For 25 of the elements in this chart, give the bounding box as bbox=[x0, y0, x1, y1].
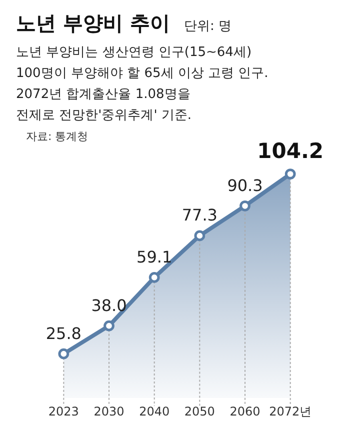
point bbox=[240, 200, 250, 212]
data-label: 25.8 bbox=[46, 324, 82, 343]
point bbox=[148, 272, 160, 283]
point bbox=[194, 230, 206, 242]
point bbox=[284, 168, 296, 180]
text: 2072년 합계출산율 1.08명을 bbox=[16, 87, 190, 102]
x-tick-label: 2060 bbox=[230, 404, 260, 418]
x-tick-label: 2072년 bbox=[269, 404, 312, 418]
data-label: 38.0 bbox=[91, 296, 127, 315]
data-label: 77.3 bbox=[182, 206, 218, 225]
chart-title: 노년 부양비 추이 bbox=[16, 11, 170, 35]
x-tick-label: 2050 bbox=[184, 404, 215, 418]
text: 노년 부양비는 생산연령 인구(15~64세) bbox=[16, 45, 252, 60]
point bbox=[58, 348, 70, 360]
text: 자료: 통계청 bbox=[26, 130, 88, 143]
point bbox=[104, 320, 114, 332]
data-label: 59.1 bbox=[136, 247, 172, 266]
text: 전제로 전망한'중위추계' 기준. bbox=[16, 108, 192, 123]
data-label: 104.2 bbox=[257, 139, 324, 163]
text: 단위: 명 bbox=[184, 19, 232, 34]
x-tick-label: 2040 bbox=[139, 404, 170, 418]
data-label: 90.3 bbox=[227, 176, 263, 195]
x-tick-label: 2023 bbox=[48, 404, 79, 418]
text: 100명이 부양해야 할 65세 이상 고령 인구. bbox=[16, 66, 268, 81]
x-tick-label: 2030 bbox=[94, 404, 124, 418]
